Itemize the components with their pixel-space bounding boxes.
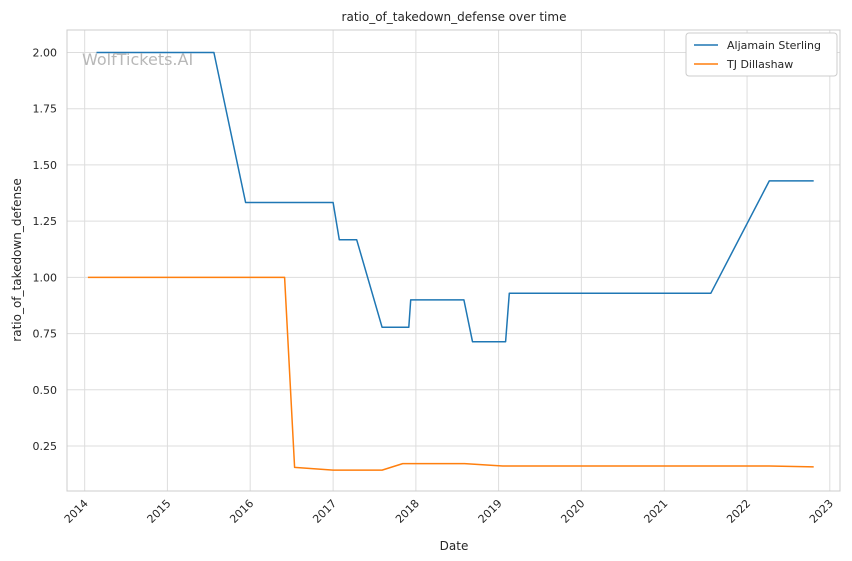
x-tick-label: 2021 [641,497,670,526]
y-tick-label: 1.50 [33,159,58,172]
series-line-aljamain-sterling [96,51,814,343]
grid [67,30,840,491]
y-tick-label: 1.75 [33,103,58,116]
x-tick-label: 2023 [807,497,836,526]
y-tick-label: 0.75 [33,328,58,341]
legend-label-tj-dillashaw: TJ Dillashaw [726,58,793,71]
legend: Aljamain Sterling TJ Dillashaw [685,32,838,77]
legend-box [685,32,838,77]
x-tick-label: 2014 [62,497,91,526]
x-tick-labels: 2014 2015 2016 2017 2018 2019 2020 2021 2022 2023 [62,497,836,526]
x-tick-label: 2018 [393,497,422,526]
y-tick-labels: 0.25 0.50 0.75 1.00 1.25 1.50 1.75 2.00 [33,46,58,453]
y-tick-label: 0.50 [33,384,58,397]
x-tick-label: 2015 [145,497,174,526]
y-tick-label: 0.25 [33,440,58,453]
x-tick-label: 2022 [724,497,753,526]
y-axis-title: ratio_of_takedown_defense [10,178,24,341]
y-tick-label: 1.00 [33,271,58,284]
y-tick-label: 1.25 [33,215,58,228]
x-tick-label: 2019 [476,497,505,526]
plot-frame [66,29,841,492]
x-tick-label: 2016 [227,497,256,526]
series-line-tj-dillashaw [87,276,814,471]
y-tick-label: 2.00 [33,46,58,59]
x-tick-label: 2017 [310,497,339,526]
series-layer [87,51,814,471]
watermark: WolfTickets.AI [82,50,193,69]
x-tick-label: 2020 [558,497,587,526]
x-axis-title: Date [440,539,469,553]
chart-title: ratio_of_takedown_defense over time [342,10,567,24]
legend-label-aljamain-sterling: Aljamain Sterling [727,39,821,52]
plot-background [67,30,840,491]
